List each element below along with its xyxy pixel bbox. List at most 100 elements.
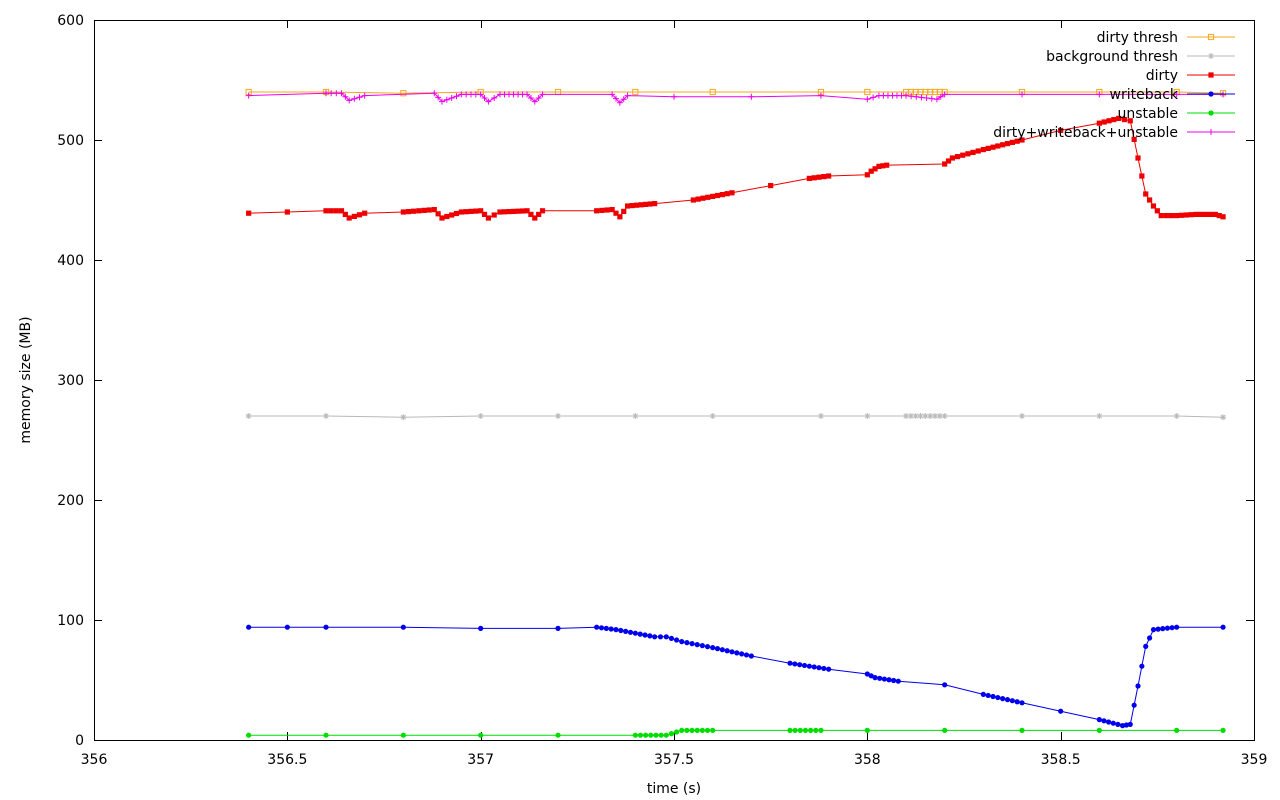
- data-point: [618, 627, 624, 634]
- data-point: [629, 203, 635, 209]
- data-point: [478, 732, 484, 738]
- data-point: [1127, 118, 1133, 124]
- data-point: [448, 95, 455, 101]
- data-point: [535, 95, 542, 101]
- data-point: [884, 162, 890, 168]
- data-point: [1019, 137, 1025, 143]
- data-point: [524, 91, 531, 98]
- data-point: [245, 413, 252, 419]
- data-point: [864, 727, 870, 734]
- data-point: [895, 678, 901, 684]
- data-point: [634, 202, 640, 208]
- data-point: [506, 209, 512, 215]
- data-point: [891, 677, 897, 684]
- data-point: [932, 413, 938, 419]
- series-writeback: [246, 624, 1226, 729]
- series-line: [248, 92, 1224, 104]
- data-point: [1216, 213, 1222, 219]
- data-point: [700, 195, 706, 201]
- legend-label: dirty+writeback+unstable: [993, 125, 1178, 141]
- data-point: [705, 194, 711, 200]
- legend-label: writeback: [1110, 87, 1179, 103]
- legend-marker: [1207, 33, 1215, 41]
- data-point: [719, 647, 725, 653]
- data-point: [748, 93, 755, 100]
- data-point: [1160, 626, 1166, 632]
- data-point: [608, 626, 614, 632]
- data-point: [826, 173, 832, 179]
- data-point: [690, 197, 696, 203]
- data-point: [695, 196, 701, 202]
- data-point: [668, 635, 675, 642]
- data-point: [351, 95, 358, 102]
- data-point: [817, 413, 824, 419]
- data-point: [613, 627, 619, 633]
- data-point: [877, 675, 883, 681]
- data-point: [1163, 213, 1169, 219]
- data-point: [632, 630, 638, 636]
- data-point: [1019, 727, 1025, 734]
- data-point: [826, 666, 832, 672]
- data-point: [1004, 697, 1011, 703]
- data-point: [519, 208, 526, 214]
- data-point: [928, 95, 935, 102]
- data-point: [694, 642, 700, 648]
- data-point: [1019, 91, 1025, 98]
- data-point: [975, 148, 981, 154]
- y-tick-label: 100: [57, 613, 84, 629]
- legend-label: dirty: [1146, 68, 1178, 84]
- data-point: [643, 201, 649, 207]
- data-point: [673, 729, 680, 735]
- data-point: [903, 413, 909, 419]
- legend-label: unstable: [1118, 106, 1179, 122]
- data-point: [995, 143, 1001, 149]
- data-point: [657, 634, 664, 640]
- data-point: [980, 691, 986, 698]
- data-point: [473, 208, 479, 214]
- data-point: [555, 413, 561, 419]
- data-point: [497, 209, 503, 215]
- data-point: [405, 209, 412, 215]
- data-point: [912, 413, 919, 419]
- data-point: [426, 207, 432, 213]
- y-axis-label: memory size (MB): [18, 316, 34, 443]
- data-point: [246, 732, 252, 738]
- data-point: [485, 215, 491, 221]
- data-point: [1188, 212, 1194, 218]
- data-point: [917, 413, 924, 419]
- data-point: [811, 664, 817, 670]
- x-tick-label: 356: [81, 752, 108, 768]
- data-point: [689, 727, 695, 734]
- data-point: [1019, 413, 1025, 419]
- x-tick-label: 357: [467, 752, 494, 768]
- data-point: [1019, 700, 1025, 706]
- legend: dirty thresh background thresh dirty writeb…: [993, 30, 1235, 141]
- data-point: [1154, 208, 1160, 214]
- data-point: [710, 193, 716, 199]
- data-point: [684, 727, 690, 734]
- data-point: [985, 692, 991, 699]
- data-point: [539, 208, 546, 214]
- data-point: [792, 661, 798, 667]
- data-point: [1106, 719, 1112, 725]
- data-point: [400, 732, 406, 738]
- data-point: [539, 91, 546, 98]
- data-point: [1101, 119, 1107, 125]
- data-point: [1004, 141, 1011, 147]
- data-point: [729, 649, 735, 655]
- data-point: [1220, 727, 1226, 734]
- data-point: [714, 192, 721, 199]
- data-point: [323, 413, 329, 419]
- data-point: [729, 190, 735, 196]
- data-point: [1168, 213, 1175, 219]
- data-point: [351, 213, 357, 219]
- data-point: [338, 208, 345, 214]
- data-point: [658, 732, 664, 738]
- data-point: [1121, 117, 1128, 123]
- data-point: [808, 727, 814, 734]
- data-point: [1174, 624, 1180, 630]
- series-line: [248, 91, 1224, 94]
- data-point: [970, 149, 976, 155]
- legend-marker: [1208, 72, 1214, 78]
- data-point: [880, 163, 886, 169]
